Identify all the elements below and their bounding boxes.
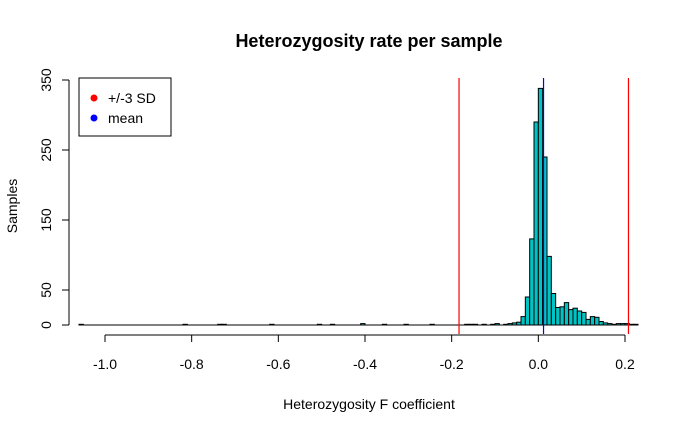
histogram-bar [581,311,587,326]
legend-marker-mean [90,114,98,122]
histogram-bar [568,309,574,326]
histogram-bar [520,316,526,326]
x-tick-label: -1.0 [93,356,117,372]
legend-label-sd: +/-3 SD [108,90,156,106]
y-tick-label: 350 [38,68,54,92]
y-axis: 0 50 150 250 350 [38,68,70,329]
legend: +/-3 SD mean [78,77,172,137]
x-tick-label: -0.4 [353,356,377,372]
histogram-bar [524,296,531,326]
legend-box [78,77,172,137]
histogram-bar [594,316,600,326]
histogram-bar [559,306,565,326]
histogram-bar [598,321,604,326]
x-tick-label: -0.2 [440,356,464,372]
x-tick-label: 0.0 [529,356,549,372]
y-tick-label: 250 [38,138,54,162]
x-tick-label: 0.2 [615,356,635,372]
histogram-bar [576,310,583,326]
histogram-bar [533,121,539,326]
histogram-bar [572,307,578,326]
x-axis: -1.0 -0.8 -0.6 -0.4 -0.2 0.0 0.2 [93,334,635,372]
histogram-bar [589,316,596,326]
histogram-bar [537,87,544,326]
chart-title: Heterozygosity rate per sample [235,31,502,51]
y-axis-label: Samples [4,179,20,233]
histogram-bar [550,293,557,326]
legend-label-mean: mean [108,110,143,126]
histogram-bar [563,302,570,326]
histogram-bar [546,255,552,326]
reference-lines [458,78,630,334]
x-axis-label: Heterozygosity F coefficient [283,396,455,412]
histogram-bars [78,87,639,326]
histogram-bar [529,238,535,326]
legend-marker-sd [90,94,98,102]
y-tick-label: 50 [38,282,54,298]
y-tick-label: 0 [38,321,54,329]
histogram-bar [585,318,591,326]
x-tick-label: -0.8 [180,356,204,372]
histogram-bar [555,307,561,326]
y-tick-label: 150 [38,208,54,232]
x-tick-label: -0.6 [266,356,290,372]
